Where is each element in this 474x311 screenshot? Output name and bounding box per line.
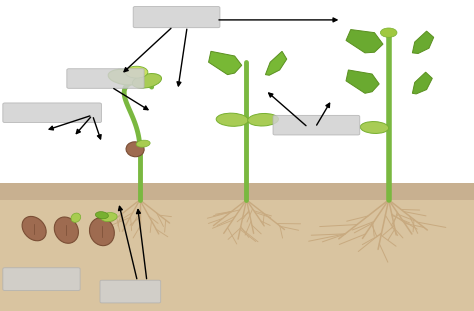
Ellipse shape: [380, 28, 397, 37]
Ellipse shape: [126, 142, 144, 157]
Ellipse shape: [216, 113, 248, 126]
Ellipse shape: [136, 140, 150, 147]
Ellipse shape: [108, 69, 143, 85]
Ellipse shape: [360, 122, 389, 133]
FancyBboxPatch shape: [100, 280, 161, 303]
FancyBboxPatch shape: [273, 115, 360, 135]
FancyBboxPatch shape: [133, 7, 220, 28]
Polygon shape: [209, 51, 242, 75]
Polygon shape: [265, 51, 287, 75]
Ellipse shape: [101, 213, 117, 221]
Ellipse shape: [95, 212, 109, 219]
Ellipse shape: [132, 74, 162, 88]
Ellipse shape: [22, 216, 46, 241]
FancyBboxPatch shape: [3, 103, 101, 123]
Polygon shape: [412, 31, 434, 53]
Ellipse shape: [55, 217, 78, 243]
Ellipse shape: [90, 218, 114, 246]
Ellipse shape: [248, 114, 278, 126]
FancyBboxPatch shape: [3, 268, 80, 290]
FancyBboxPatch shape: [67, 69, 144, 88]
Polygon shape: [346, 70, 379, 93]
Polygon shape: [412, 72, 432, 94]
Ellipse shape: [71, 213, 81, 222]
Bar: [0, 183, 474, 200]
Polygon shape: [346, 30, 383, 53]
Ellipse shape: [125, 66, 148, 78]
Bar: [0, 183, 474, 311]
